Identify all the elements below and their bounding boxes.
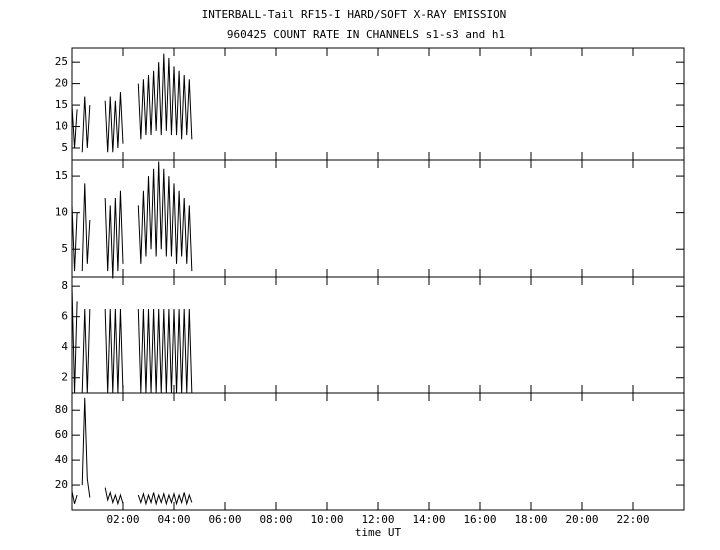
y-tick-label: 5 <box>61 242 68 255</box>
x-tick-label: 22:00 <box>616 513 649 526</box>
x-tick-label: 20:00 <box>565 513 598 526</box>
y-tick-label: 4 <box>61 340 68 353</box>
x-tick-label: 08:00 <box>259 513 292 526</box>
panel-frame <box>71 276 685 394</box>
y-tick-label: 8 <box>61 279 68 292</box>
x-axis-label: time UT <box>355 526 402 539</box>
y-tick-label: 10 <box>55 120 68 133</box>
x-tick-label: 12:00 <box>361 513 394 526</box>
x-tick-label: 06:00 <box>208 513 241 526</box>
x-tick-label: 16:00 <box>463 513 496 526</box>
y-tick-label: 25 <box>55 55 68 68</box>
y-tick-label: 15 <box>55 169 68 182</box>
y-tick-label: 5 <box>61 141 68 154</box>
x-tick-label: 02:00 <box>106 513 139 526</box>
y-tick-label: 10 <box>55 206 68 219</box>
data-line <box>71 53 193 153</box>
x-tick-label: 18:00 <box>514 513 547 526</box>
y-tick-label: 15 <box>55 98 68 111</box>
y-tick-label: 6 <box>61 310 68 323</box>
y-tick-label: 80 <box>55 403 68 416</box>
data-line <box>71 286 193 394</box>
y-tick-label: 20 <box>55 478 68 491</box>
chart-subtitle: 960425 COUNT RATE IN CHANNELS s1-s3 and … <box>227 28 505 41</box>
y-tick-label: 2 <box>61 371 68 384</box>
x-tick-label: 14:00 <box>412 513 445 526</box>
chart-title: INTERBALL-Tail RF15-I HARD/SOFT X-RAY EM… <box>202 8 507 21</box>
x-tick-label: 04:00 <box>157 513 190 526</box>
data-line <box>71 397 193 506</box>
y-tick-label: 40 <box>55 453 68 466</box>
y-tick-label: 20 <box>55 77 68 90</box>
data-line <box>71 161 193 279</box>
y-tick-label: 60 <box>55 428 68 441</box>
x-tick-label: 10:00 <box>310 513 343 526</box>
